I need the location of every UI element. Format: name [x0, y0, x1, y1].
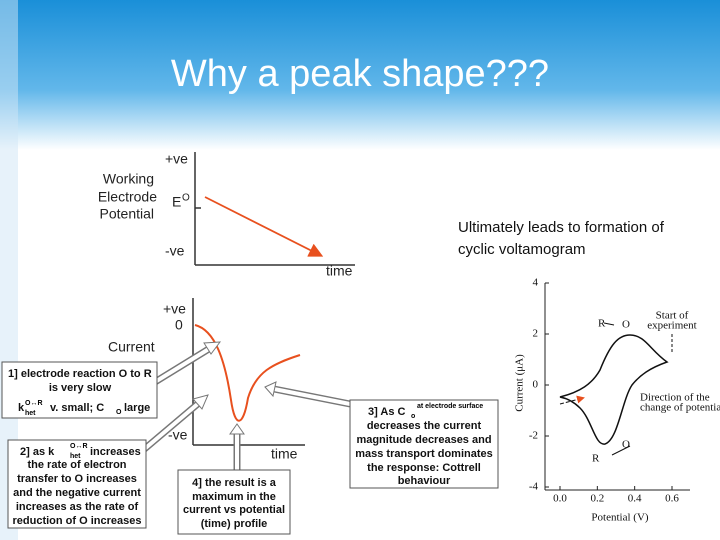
box-3: 3] As C o at electrode surface decreases… [349, 399, 499, 489]
k-sup: O↔R [70, 443, 88, 450]
potential-line [204, 196, 324, 257]
side-text: Ultimately leads to formation of [458, 219, 665, 236]
box-line: (time) profile [201, 518, 268, 530]
x-tick-label: 0.4 [628, 493, 642, 505]
k: k [18, 402, 25, 414]
c-sub: O [116, 409, 122, 416]
cv-curve [559, 334, 669, 445]
y-tick-label: 0 [533, 379, 539, 391]
arrow-head [264, 381, 277, 398]
arrows [132, 341, 351, 470]
box-line: is very slow [49, 382, 112, 394]
box [177, 469, 291, 535]
x-label: Potential (V) [591, 512, 648, 524]
y-label: Electrode [98, 189, 157, 205]
box-line: decreases the current [367, 420, 482, 432]
x-tick-label: 0.0 [553, 493, 567, 505]
x-label: time [326, 263, 353, 279]
title: Why a peak shape??? [171, 53, 549, 95]
arrow-head [229, 423, 245, 435]
box-text: increases [90, 446, 141, 458]
box-text: 2] as k [20, 446, 55, 458]
note: Direction of the [640, 392, 710, 404]
peak-label: O [622, 439, 630, 451]
box-line: and the negative current [13, 487, 141, 499]
box-line: mass transport dominates [355, 448, 493, 460]
box-line: current vs potential [183, 504, 285, 516]
y-bottom: -ve [165, 243, 185, 259]
x-tick-label: 0.6 [665, 493, 679, 505]
pointer [611, 445, 631, 456]
arrow-head [203, 341, 222, 355]
box-line: the rate of electron [27, 459, 126, 471]
box-line: 4] the result is a [192, 477, 277, 489]
y-tick-label: -4 [529, 481, 539, 493]
y-tick-label: 4 [533, 277, 539, 289]
peak-label: O [622, 319, 630, 331]
box-line: reduction of O increases [13, 515, 142, 527]
y-label: Current (μA) [514, 354, 526, 412]
peak-label: R [592, 453, 600, 465]
zero: 0 [175, 317, 183, 333]
pointer [603, 322, 615, 326]
c-sup: at electrode surface [417, 403, 483, 410]
box-text: 3] As C [368, 406, 406, 418]
note: change of potential [640, 402, 720, 414]
box-1: 1] electrode reaction O to R is very slo… [1, 361, 158, 419]
current-diagram: +ve 0 Current -ve time [108, 298, 305, 462]
header-bg [0, 0, 720, 150]
direction-arrow [559, 395, 585, 405]
box [1, 361, 158, 419]
arrow [273, 387, 351, 406]
x-tick-label: 0.2 [590, 493, 604, 505]
box-line: magnitude decreases and [356, 434, 491, 446]
x-label: time [271, 446, 298, 462]
y-label: Potential [100, 206, 154, 222]
y-label: Current [108, 339, 155, 355]
box-line: transfer to O increases [17, 473, 137, 485]
k-sub: het [25, 410, 36, 417]
arrow-head [192, 394, 209, 410]
box-line: increases as the rate of [16, 501, 139, 513]
box-line: 1] electrode reaction O to R [8, 368, 152, 380]
e-sup: O [182, 193, 190, 204]
cv-figure: Current (μA) Potential (V) Start of expe… [514, 277, 720, 524]
box-4: 4] the result is a maximum in the curren… [177, 469, 291, 535]
box-line: behaviour [398, 475, 451, 487]
c-sub: o [411, 413, 415, 420]
potential-diagram: +ve E O -ve Working Electrode Potential … [98, 151, 355, 279]
box-text: v. small; C [50, 402, 104, 414]
box-line: maximum in the [192, 491, 276, 503]
box-2: 2] as k O↔R het increases the rate of el… [7, 439, 147, 529]
arrow [153, 345, 214, 384]
y-top: +ve [165, 151, 188, 167]
k-sub: het [70, 453, 81, 460]
y-tick-label: -2 [529, 430, 538, 442]
box-text: large [124, 402, 150, 414]
peak-label: R [598, 318, 606, 330]
e-symbol: E [172, 194, 181, 210]
current-curve [194, 324, 301, 422]
side-text: cyclic voltamogram [458, 241, 586, 258]
box-line: the response: Cottrell [367, 462, 481, 474]
note: experiment [647, 320, 696, 332]
note: Start of [656, 310, 689, 322]
y-bottom: -ve [168, 427, 188, 443]
box [7, 439, 147, 529]
box [349, 399, 499, 489]
y-label: Working [103, 171, 154, 187]
y-top: +ve [163, 301, 186, 317]
y-tick-label: 2 [533, 328, 539, 340]
k-sup: O↔R [25, 400, 43, 407]
